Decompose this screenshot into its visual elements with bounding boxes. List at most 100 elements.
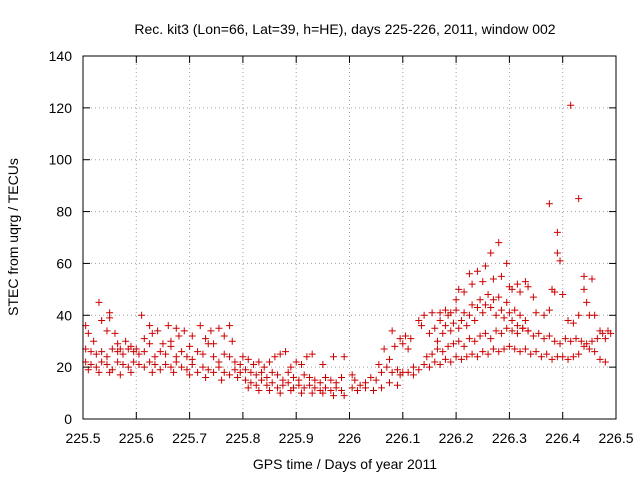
data-point bbox=[607, 329, 615, 337]
data-point bbox=[545, 306, 553, 314]
data-point bbox=[87, 348, 95, 356]
data-point bbox=[532, 309, 540, 317]
data-point bbox=[348, 384, 356, 392]
data-point bbox=[433, 345, 441, 353]
data-point bbox=[114, 340, 122, 348]
data-point bbox=[436, 361, 444, 369]
data-point bbox=[559, 353, 567, 361]
data-point bbox=[553, 228, 561, 236]
data-point bbox=[276, 389, 284, 397]
data-point bbox=[330, 392, 338, 400]
x-tick-label: 225.9 bbox=[279, 430, 314, 446]
data-point bbox=[487, 249, 495, 257]
data-point bbox=[596, 355, 604, 363]
data-point bbox=[508, 316, 516, 324]
data-point bbox=[377, 368, 385, 376]
data-point bbox=[348, 371, 356, 379]
data-point bbox=[444, 342, 452, 350]
data-point bbox=[98, 358, 106, 366]
data-point bbox=[580, 272, 588, 280]
data-point bbox=[505, 342, 513, 350]
y-tick-label: 100 bbox=[49, 152, 73, 168]
data-point bbox=[183, 366, 191, 374]
data-point bbox=[124, 363, 132, 371]
data-point bbox=[183, 353, 191, 361]
data-point bbox=[385, 355, 393, 363]
data-point bbox=[135, 361, 143, 369]
x-tick-label: 225.5 bbox=[65, 430, 100, 446]
data-point bbox=[156, 366, 164, 374]
data-point bbox=[543, 350, 551, 358]
data-point bbox=[266, 358, 274, 366]
data-point bbox=[319, 361, 327, 369]
data-point bbox=[151, 353, 159, 361]
data-point bbox=[380, 345, 388, 353]
data-point bbox=[271, 353, 279, 361]
data-point bbox=[154, 327, 162, 335]
data-point bbox=[247, 379, 255, 387]
x-tick-label: 225.8 bbox=[225, 430, 260, 446]
data-point bbox=[106, 368, 114, 376]
data-point bbox=[455, 337, 463, 345]
data-point bbox=[513, 322, 521, 330]
data-point bbox=[497, 272, 505, 280]
data-point bbox=[164, 322, 172, 330]
data-point bbox=[175, 332, 183, 340]
data-point bbox=[218, 376, 226, 384]
data-point bbox=[420, 361, 428, 369]
data-point bbox=[186, 371, 194, 379]
data-point bbox=[156, 348, 164, 356]
data-point bbox=[114, 358, 122, 366]
data-point bbox=[401, 332, 409, 340]
data-point bbox=[388, 368, 396, 376]
data-point bbox=[92, 350, 100, 358]
data-point bbox=[567, 101, 575, 109]
data-point bbox=[95, 368, 103, 376]
data-point bbox=[492, 327, 500, 335]
data-point bbox=[497, 306, 505, 314]
data-point bbox=[393, 381, 401, 389]
data-point bbox=[524, 283, 532, 291]
data-point bbox=[282, 348, 290, 356]
x-tick-label: 226.3 bbox=[492, 430, 527, 446]
data-point bbox=[431, 324, 439, 332]
data-point bbox=[199, 363, 207, 371]
data-point bbox=[242, 376, 250, 384]
data-point bbox=[287, 363, 295, 371]
data-point bbox=[500, 314, 508, 322]
data-point bbox=[487, 304, 495, 312]
data-point bbox=[111, 329, 119, 337]
data-point bbox=[524, 327, 532, 335]
data-point bbox=[306, 374, 314, 382]
data-point bbox=[188, 361, 196, 369]
data-point bbox=[476, 332, 484, 340]
y-tick-label: 120 bbox=[49, 100, 73, 116]
data-point bbox=[476, 296, 484, 304]
data-point bbox=[369, 386, 377, 394]
data-point bbox=[332, 384, 340, 392]
data-point bbox=[513, 280, 521, 288]
data-point bbox=[116, 371, 124, 379]
data-point bbox=[495, 348, 503, 356]
data-point bbox=[407, 335, 415, 343]
data-point bbox=[399, 340, 407, 348]
data-point bbox=[146, 358, 154, 366]
x-tick-label: 226.4 bbox=[545, 430, 580, 446]
data-point bbox=[495, 239, 503, 247]
data-point bbox=[338, 386, 346, 394]
data-point bbox=[465, 270, 473, 278]
data-point bbox=[250, 361, 258, 369]
data-point bbox=[569, 353, 577, 361]
data-point bbox=[260, 363, 268, 371]
data-point bbox=[220, 368, 228, 376]
x-tick-label: 225.7 bbox=[172, 430, 207, 446]
data-point bbox=[537, 353, 545, 361]
data-point bbox=[601, 335, 609, 343]
data-point bbox=[226, 371, 234, 379]
data-point bbox=[423, 353, 431, 361]
data-point bbox=[210, 368, 218, 376]
data-point bbox=[433, 337, 441, 345]
data-point bbox=[575, 195, 583, 203]
data-point bbox=[575, 350, 583, 358]
data-point bbox=[551, 337, 559, 345]
